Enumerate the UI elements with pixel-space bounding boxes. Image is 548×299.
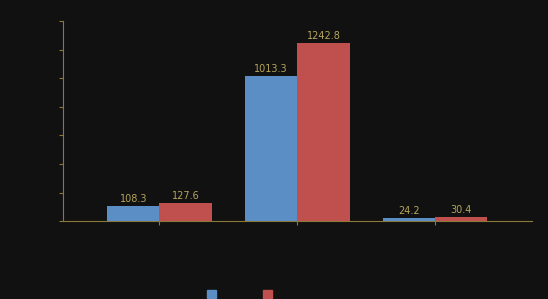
Text: 30.4: 30.4	[450, 205, 472, 215]
Bar	[107, 206, 159, 221]
Text: 127.6: 127.6	[172, 191, 199, 201]
Text: 1013.3: 1013.3	[254, 64, 288, 74]
Text: 24.2: 24.2	[398, 206, 420, 216]
Bar	[159, 203, 212, 221]
Text: 108.3: 108.3	[119, 194, 147, 204]
Bar	[435, 217, 488, 221]
Bar	[383, 218, 435, 221]
Bar	[297, 43, 350, 221]
Legend: , : ,	[207, 290, 276, 299]
Bar	[245, 76, 297, 221]
Text: 1242.8: 1242.8	[306, 31, 340, 41]
